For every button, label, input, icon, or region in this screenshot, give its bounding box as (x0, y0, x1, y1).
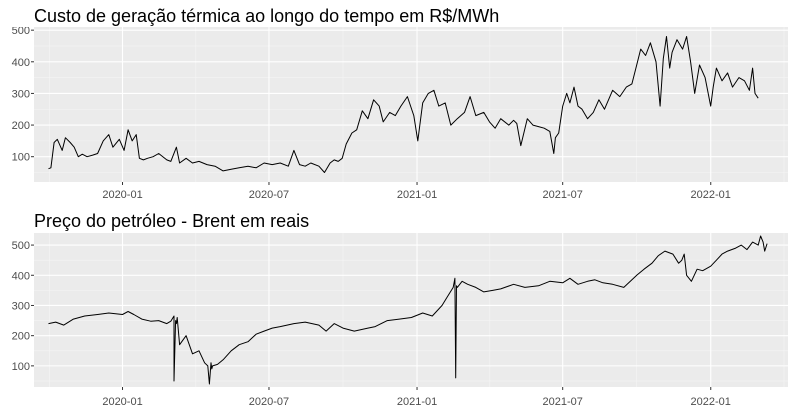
y-tick-label: 500 (12, 27, 30, 37)
y-tick-label: 100 (12, 361, 30, 373)
brent-price-line-chart: 100 200 300 400 500 2020-01 2020-07 2021-01 2021… (12, 233, 788, 408)
series-line (48, 36, 759, 173)
plot-background (34, 233, 788, 387)
x-tick-label: 2020-01 (102, 396, 142, 408)
y-tick-label: 400 (12, 57, 30, 69)
y-tick-label: 400 (12, 270, 30, 282)
x-tick-label: 2021-01 (397, 396, 437, 408)
y-tick-label: 100 (12, 152, 30, 164)
thermal-cost-line-chart: 100 200 300 400 500 2020-01 2020-07 2021-01 2021… (12, 27, 788, 201)
x-tick-label: 2020-07 (249, 396, 289, 408)
x-tick-label: 2020-01 (102, 189, 142, 201)
x-tick-label: 2020-07 (249, 189, 289, 201)
chart-title: Custo de geração térmica ao longo do tem… (34, 6, 500, 26)
x-tick-label: 2022-01 (691, 396, 731, 408)
chart-title: Preço do petróleo - Brent em reais (34, 211, 310, 231)
y-tick-label: 200 (12, 120, 30, 132)
y-tick-label: 300 (12, 300, 30, 312)
series-line (48, 235, 768, 385)
x-tick-label: 2021-01 (397, 189, 437, 201)
y-tick-label: 300 (12, 88, 30, 100)
x-tick-label: 2021-07 (542, 396, 582, 408)
y-tick-label: 200 (12, 331, 30, 343)
x-tick-label: 2022-01 (691, 189, 731, 201)
x-tick-label: 2021-07 (542, 189, 582, 201)
y-tick-label: 500 (12, 240, 30, 252)
